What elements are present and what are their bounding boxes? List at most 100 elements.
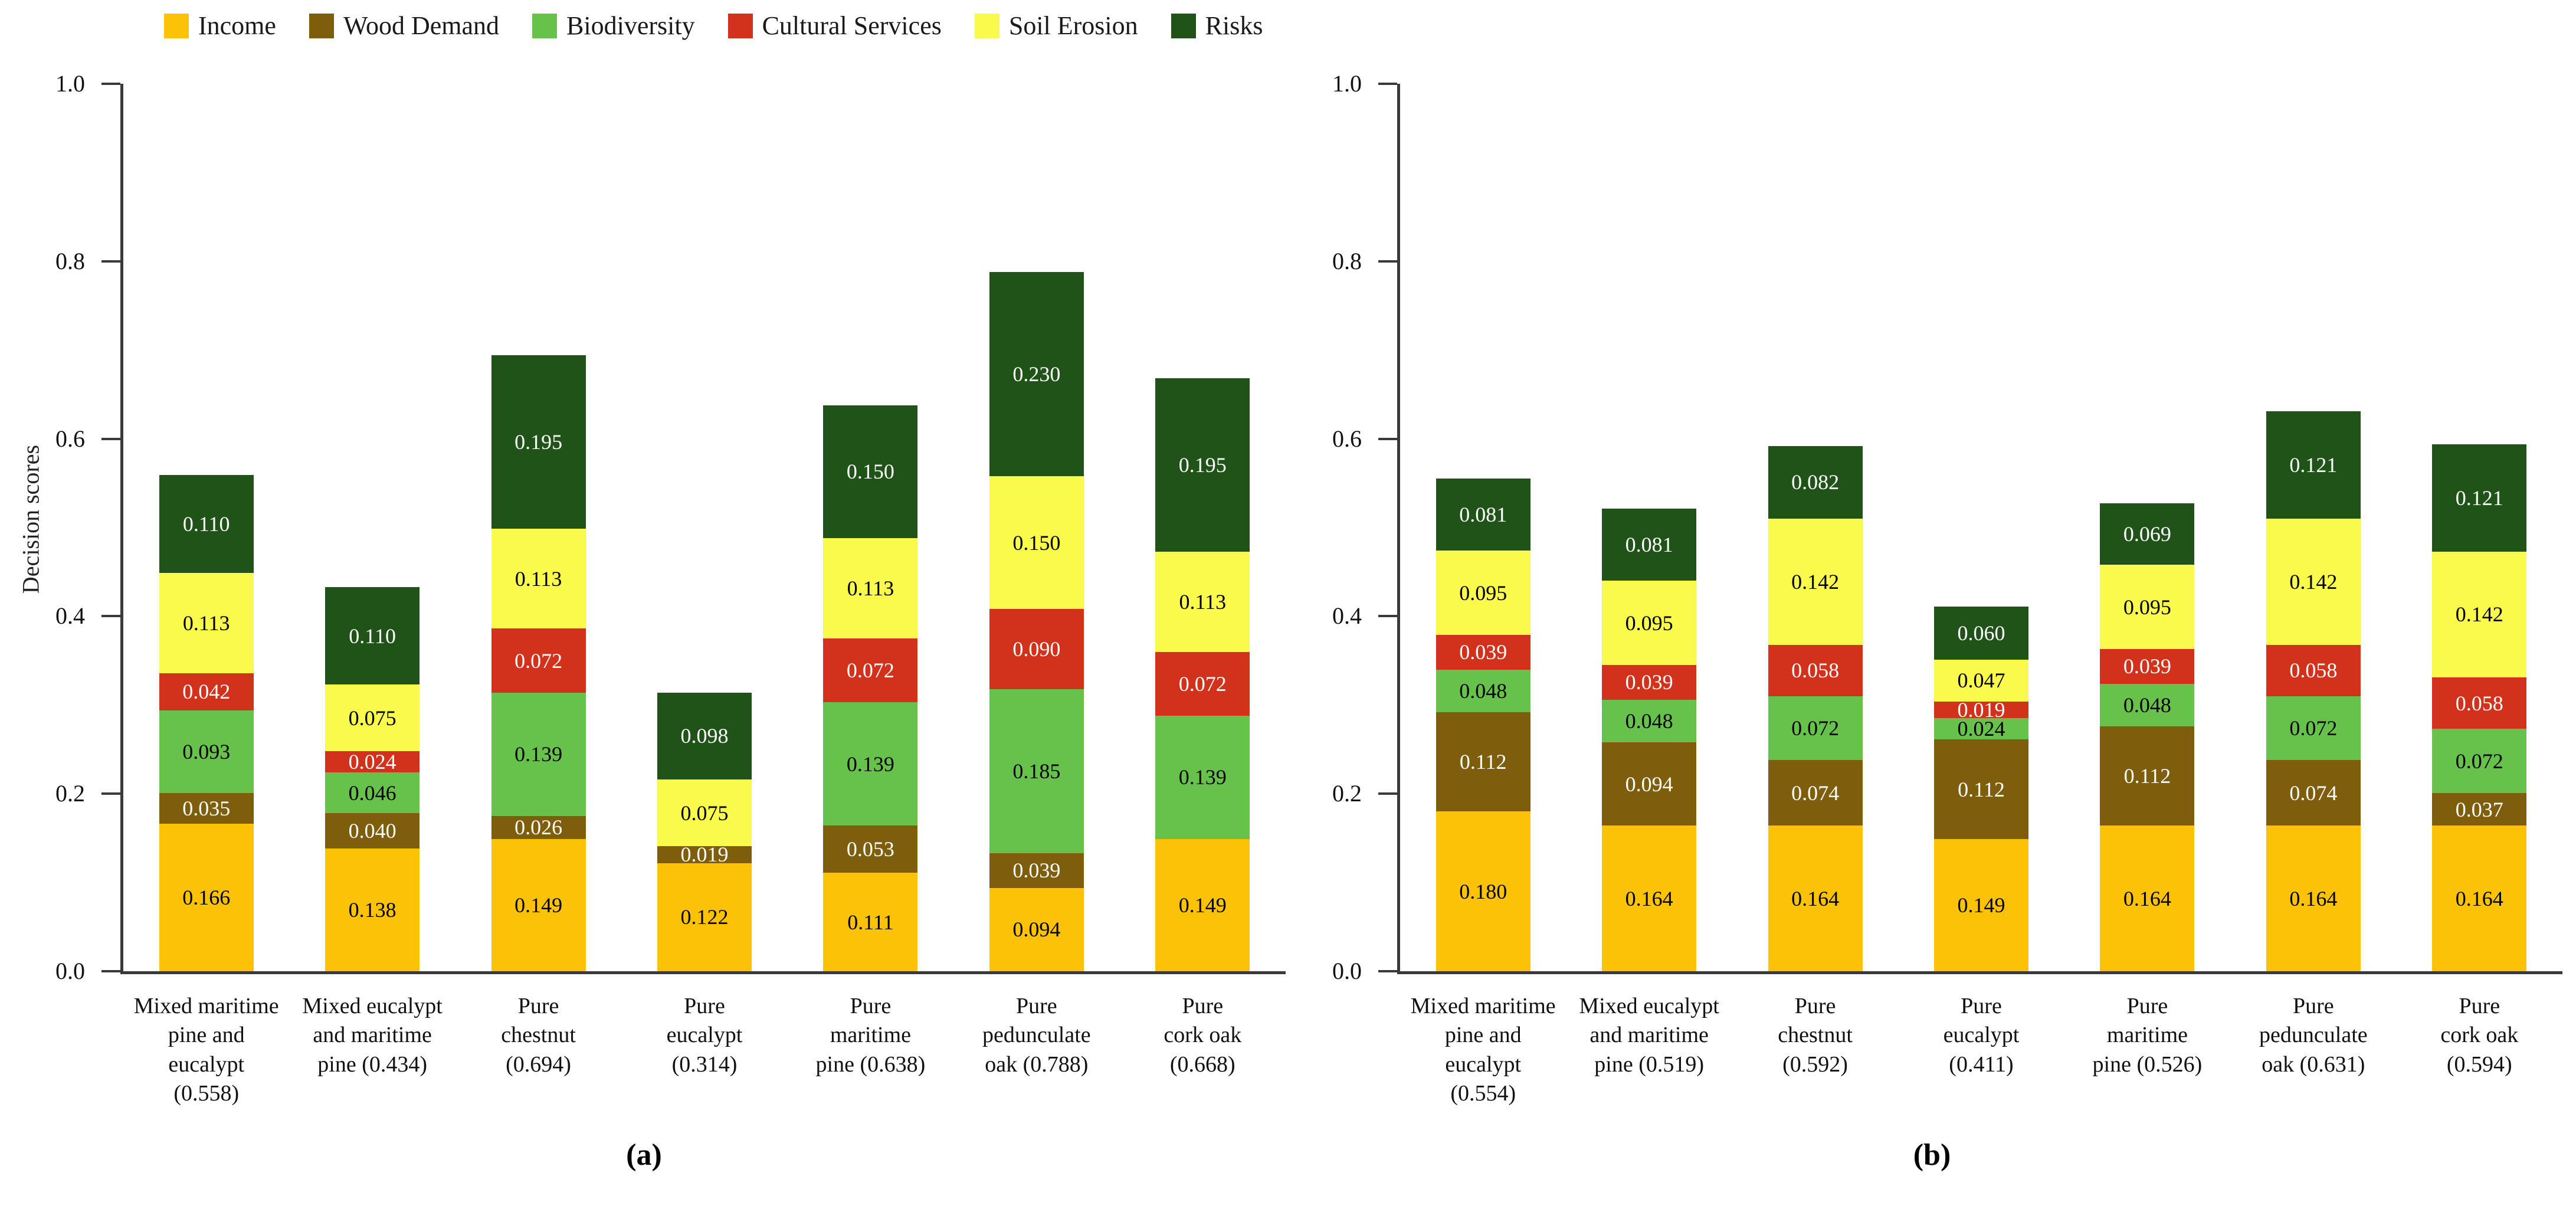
x-axis-category-label: Mixed maritime pine and eucalypt (0.558) [133, 994, 279, 1106]
segment-income: 0.164 [2266, 825, 2361, 971]
segment-income: 0.164 [1602, 825, 1697, 971]
legend-item-biodiversity: Biodiversity [532, 13, 695, 39]
segment-cultural-services: 0.058 [2266, 644, 2361, 696]
segment-biodiversity: 0.139 [491, 692, 586, 816]
segment-income: 0.164 [1768, 825, 1863, 971]
y-axis-tick [1378, 260, 1397, 263]
y-axis-tick-label: 0.4 [1332, 602, 1362, 630]
segment-soil-erosion: 0.095 [2100, 565, 2195, 650]
legend-swatch-icon [164, 14, 189, 38]
segment-income: 0.138 [325, 848, 420, 971]
x-axis-category-label: Pure eucalypt (0.314) [666, 994, 743, 1077]
legend-item-soil-erosion: Soil Erosion [974, 11, 1138, 40]
segment-cultural-services: 0.042 [159, 673, 254, 710]
stacked-bar: 0.098 0.075 0.019 0.122 [657, 692, 752, 971]
legend: Income Wood Demand Biodiversity Cultural Se… [164, 13, 1263, 39]
chart-panel-b: 0.0 0.2 0.4 0.6 0.8 1.0 0.081 0.095 0.039 0.048 0.… [1332, 70, 2562, 1106]
stacked-bar: 0.195 0.113 0.072 0.139 0.026 0.149 [491, 355, 586, 971]
segment-risks: 0.110 [159, 475, 254, 573]
segment-cultural-services: 0.058 [1768, 644, 1863, 696]
legend-label: Soil Erosion [1008, 11, 1138, 40]
segment-biodiversity: 0.048 [1602, 699, 1697, 742]
segment-income: 0.180 [1436, 811, 1530, 971]
segment-cultural-services: 0.024 [325, 751, 420, 773]
segment-soil-erosion: 0.075 [657, 779, 752, 846]
segment-soil-erosion: 0.113 [159, 572, 254, 673]
segment-soil-erosion: 0.142 [2432, 551, 2527, 678]
segment-income: 0.122 [657, 863, 752, 971]
segment-wood-demand: 0.053 [823, 825, 918, 873]
segment-wood-demand: 0.026 [491, 815, 586, 839]
y-axis-tick-label: 0.0 [55, 958, 85, 984]
segment-risks: 0.110 [325, 587, 420, 685]
y-axis-tick-label: 1.0 [55, 70, 85, 97]
segment-soil-erosion: 0.113 [491, 528, 586, 629]
caption-a: (a) [626, 1138, 662, 1172]
segment-biodiversity: 0.046 [325, 772, 420, 814]
y-axis-tick-label: 0.4 [55, 602, 85, 630]
x-axis-category-label: Pure cork oak (0.594) [2440, 994, 2519, 1077]
stacked-bar: 0.195 0.113 0.072 0.139 0.149 [1155, 378, 1250, 971]
stacked-bar: 0.081 0.095 0.039 0.048 0.112 0.180 [1436, 479, 1530, 971]
y-axis-tick-label: 0.8 [1332, 247, 1362, 274]
stacked-bar: 0.121 0.142 0.058 0.072 0.037 0.164 [2432, 444, 2527, 971]
segment-soil-erosion: 0.075 [325, 684, 420, 752]
legend-swatch-icon [1171, 14, 1196, 38]
segment-soil-erosion: 0.142 [2266, 519, 2361, 645]
segment-risks: 0.121 [2266, 411, 2361, 519]
segment-biodiversity: 0.024 [1934, 718, 2028, 740]
y-axis-tick [101, 83, 120, 85]
y-axis-tick [101, 260, 120, 263]
y-axis-tick [1378, 792, 1397, 795]
y-axis-tick [1378, 970, 1397, 972]
segment-income: 0.094 [989, 887, 1084, 971]
segment-biodiversity: 0.072 [2266, 696, 2361, 761]
y-axis-tick-label: 0.2 [55, 780, 85, 807]
y-axis-tick [1378, 83, 1397, 85]
stacked-bar: 0.121 0.142 0.058 0.072 0.074 0.164 [2266, 411, 2361, 971]
segment-cultural-services: 0.039 [2100, 649, 2195, 684]
stacked-bar: 0.110 0.075 0.024 0.046 0.040 0.138 [325, 587, 420, 971]
segment-income: 0.149 [1934, 838, 2028, 971]
segment-wood-demand: 0.019 [657, 844, 752, 865]
segment-risks: 0.150 [823, 405, 918, 539]
stacked-bar: 0.150 0.113 0.072 0.139 0.053 0.111 [823, 405, 918, 971]
segment-soil-erosion: 0.142 [1768, 519, 1863, 645]
segment-wood-demand: 0.112 [2100, 726, 2195, 826]
segment-soil-erosion: 0.113 [1155, 551, 1250, 652]
segment-soil-erosion: 0.095 [1602, 581, 1697, 666]
y-axis-tick-label: 0.6 [1332, 425, 1362, 452]
x-axis-category-label: Mixed eucalypt and maritime pine (0.434) [302, 994, 443, 1077]
legend-swatch-icon [532, 14, 558, 38]
x-axis-category-label: Pure eucalypt (0.411) [1943, 994, 2020, 1077]
segment-cultural-services: 0.090 [989, 609, 1084, 689]
legend-item-income: Income [164, 13, 276, 39]
segment-biodiversity: 0.139 [1155, 715, 1250, 839]
segment-soil-erosion: 0.150 [989, 476, 1084, 610]
segment-risks: 0.121 [2432, 444, 2527, 552]
segment-cultural-services: 0.039 [1436, 635, 1530, 670]
x-axis-category-label: Mixed maritime pine and eucalypt (0.554) [1410, 994, 1556, 1106]
segment-risks: 0.082 [1768, 445, 1863, 519]
legend-label: Wood Demand [343, 11, 500, 40]
legend-swatch-icon [309, 14, 334, 38]
x-axis-category-label: Pure pedunculate oak (0.631) [2259, 994, 2368, 1077]
segment-cultural-services: 0.072 [823, 638, 918, 703]
segment-risks: 0.060 [1934, 606, 2028, 660]
segment-risks: 0.230 [989, 271, 1084, 476]
legend-label: Income [198, 11, 276, 40]
legend-item-wood-demand: Wood Demand [309, 13, 499, 39]
segment-wood-demand: 0.112 [1436, 712, 1530, 812]
y-axis-tick [1378, 615, 1397, 618]
segment-risks: 0.069 [2100, 503, 2195, 565]
segment-cultural-services: 0.072 [491, 628, 586, 693]
y-axis-tick [101, 437, 120, 440]
legend-label: Risks [1205, 11, 1263, 40]
x-axis-category-label: Pure chestnut (0.694) [501, 994, 576, 1077]
segment-risks: 0.098 [657, 692, 752, 780]
stacked-bar: 0.230 0.150 0.090 0.185 0.039 0.094 [989, 271, 1084, 971]
legend-swatch-icon [727, 14, 753, 38]
y-axis-tick-label: 1.0 [1332, 70, 1362, 97]
segment-biodiversity: 0.072 [1768, 696, 1863, 761]
